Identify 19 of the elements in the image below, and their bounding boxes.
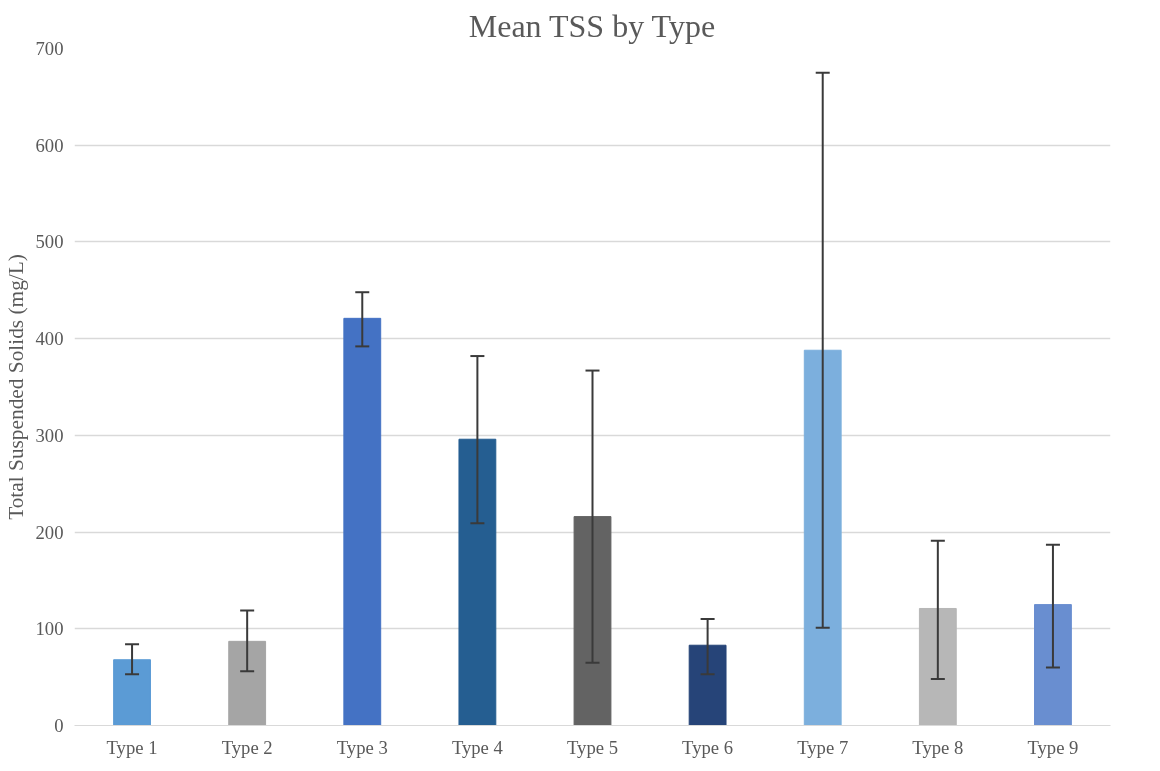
x-tick-label: Type 5 <box>566 736 619 758</box>
chart-title: Mean TSS by Type <box>468 7 716 44</box>
x-tick-label: Type 6 <box>682 736 734 758</box>
x-tick-label: Type 8 <box>912 736 964 758</box>
y-tick-label: 500 <box>35 231 64 253</box>
x-tick-label: Type 4 <box>451 736 504 758</box>
x-tick-label: Type 1 <box>106 736 158 758</box>
y-axis-title: Total Suspended Solids (mg/L) <box>3 254 28 520</box>
y-tick-label: 200 <box>35 521 64 543</box>
y-tick-label: 600 <box>35 134 64 156</box>
y-tick-label: 0 <box>54 715 64 736</box>
x-tick-label: Type 2 <box>221 736 273 758</box>
y-tick-label: 700 <box>35 38 64 59</box>
y-tick-label: 400 <box>35 328 64 350</box>
x-tick-label: Type 3 <box>336 736 388 758</box>
y-tick-label: 100 <box>35 618 64 640</box>
x-tick-label: Type 7 <box>797 736 849 758</box>
y-tick-label: 300 <box>35 424 64 446</box>
x-tick-label: Type 9 <box>1027 736 1079 758</box>
